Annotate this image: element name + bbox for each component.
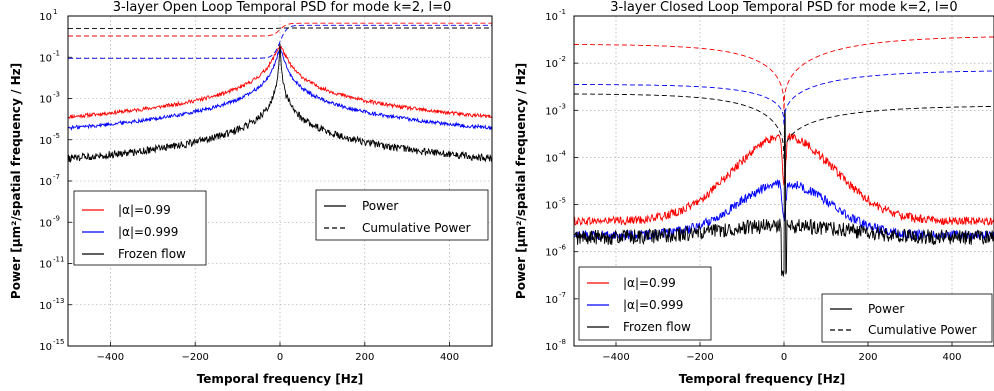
series-line-cum-0.999 (574, 70, 994, 125)
y-tick-label: 10 (39, 95, 52, 106)
legend-entry-alpha-099: |α|=0.99 (623, 276, 676, 290)
y-tick-label: 10 (545, 153, 558, 164)
x-tick-label: 400 (942, 352, 961, 363)
open-loop-x-ticks: −400 −200 0 200 400 (97, 342, 459, 363)
open-loop-panel: 3-layer Open Loop Temporal PSD for mode … (9, 0, 493, 386)
x-tick-label: −400 (602, 352, 629, 363)
x-tick-label: 0 (781, 352, 787, 363)
y-tick-exponent: -1 (53, 49, 60, 57)
open-loop-series (68, 22, 492, 164)
y-tick-label: 10 (39, 218, 52, 229)
closed-loop-y-ticks: 10-810-710-610-510-410 -310-210 -1 (545, 8, 578, 353)
series-line-cum-0.999 (68, 24, 492, 59)
y-tick-exponent: -11 (53, 256, 64, 264)
closed-loop-legend-alpha: |α|=0.99 |α|=0.999 Frozen flow (578, 266, 712, 341)
legend-entry-alpha-0999: |α|=0.999 (118, 225, 178, 239)
y-tick-exponent: -5 (559, 197, 566, 205)
y-tick-label: 10 (545, 342, 558, 353)
y-tick-label: 10 (39, 136, 52, 147)
y-tick-exponent: -7 (559, 291, 566, 299)
y-tick-label: 10 (39, 12, 52, 23)
y-tick-exponent: -5 (53, 132, 60, 140)
y-tick-exponent: -7 (53, 173, 60, 181)
y-tick-exponent: -9 (53, 214, 60, 222)
y-tick-label: 10 (39, 342, 52, 353)
y-tick-exponent: -8 (559, 338, 566, 346)
y-tick-exponent: -6 (559, 244, 567, 252)
y-tick-label: 10 (545, 106, 558, 117)
open-loop-y-label: Power [µm²/spatial frequency / Hz] (9, 63, 23, 299)
y-tick-label: 10 (39, 301, 52, 312)
y-tick-exponent: -2 (559, 55, 566, 63)
legend-entry-alpha-099: |α|=0.99 (118, 203, 171, 217)
x-tick-label: −200 (686, 352, 713, 363)
y-tick-exponent: -3 (559, 102, 566, 110)
y-tick-label: 10 (545, 295, 558, 306)
series-line-cum-frozen (574, 93, 994, 160)
closed-loop-x-ticks: −400 −200 0 200 400 (602, 342, 962, 363)
y-tick-label: 10 (545, 248, 558, 259)
open-loop-legend-style: Power Cumulative Power (315, 189, 489, 241)
open-loop-title: 3-layer Open Loop Temporal PSD for mode … (113, 0, 452, 15)
y-tick-exponent: -15 (53, 338, 64, 346)
closed-loop-title: 3-layer Closed Loop Temporal PSD for mod… (610, 0, 957, 15)
closed-loop-series (574, 36, 994, 277)
y-tick-exponent: 1 (53, 8, 57, 16)
y-tick-exponent: -4 (559, 149, 567, 157)
legend-entry-power: Power (362, 199, 398, 213)
legend-entry-cumulative-power: Cumulative Power (362, 221, 471, 235)
x-tick-label: −400 (97, 352, 124, 363)
x-tick-label: 200 (858, 352, 877, 363)
y-tick-label: 10 (39, 177, 52, 188)
series-line-frozen (68, 43, 492, 164)
y-tick-exponent: -13 (53, 297, 64, 305)
x-tick-label: −200 (181, 352, 208, 363)
x-tick-label: 400 (440, 352, 459, 363)
open-loop-x-label: Temporal frequency [Hz] (197, 372, 364, 386)
y-tick-exponent: -3 (53, 91, 60, 99)
legend-entry-alpha-0999: |α|=0.999 (623, 298, 683, 312)
y-tick-label: 10 (39, 260, 52, 271)
y-tick-label: 10 (545, 201, 558, 212)
x-tick-label: 200 (355, 352, 374, 363)
open-loop-legend-alpha: |α|=0.99 |α|=0.999 Frozen flow (73, 190, 207, 266)
y-tick-label: 10 (545, 12, 558, 23)
legend-entry-frozen-flow: Frozen flow (118, 247, 186, 261)
legend-entry-cumulative-power: Cumulative Power (868, 323, 977, 337)
closed-loop-legend-style: Power Cumulative Power (821, 293, 993, 343)
y-tick-exponent: -1 (559, 8, 566, 16)
x-tick-label: 0 (277, 352, 283, 363)
y-tick-label: 10 (39, 53, 52, 64)
series-line-cum-0.99 (68, 22, 492, 37)
closed-loop-y-label: Power [µm²/spatial frequency / Hz] (514, 63, 528, 299)
legend-entry-power: Power (868, 302, 904, 316)
series-line-frozen (574, 109, 994, 277)
closed-loop-panel: 3-layer Closed Loop Temporal PSD for mod… (514, 0, 994, 386)
legend-entry-frozen-flow: Frozen flow (623, 320, 691, 334)
y-tick-label: 10 (545, 59, 558, 70)
closed-loop-x-label: Temporal frequency [Hz] (679, 372, 846, 386)
